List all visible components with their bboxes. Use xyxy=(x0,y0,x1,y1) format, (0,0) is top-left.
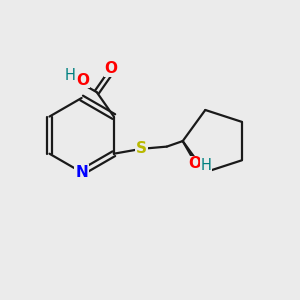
Text: H: H xyxy=(201,158,212,173)
Text: O: O xyxy=(76,73,89,88)
Text: N: N xyxy=(75,165,88,180)
Text: H: H xyxy=(64,68,76,83)
Text: O: O xyxy=(104,61,118,76)
Text: O: O xyxy=(188,157,201,172)
Text: S: S xyxy=(136,141,147,156)
